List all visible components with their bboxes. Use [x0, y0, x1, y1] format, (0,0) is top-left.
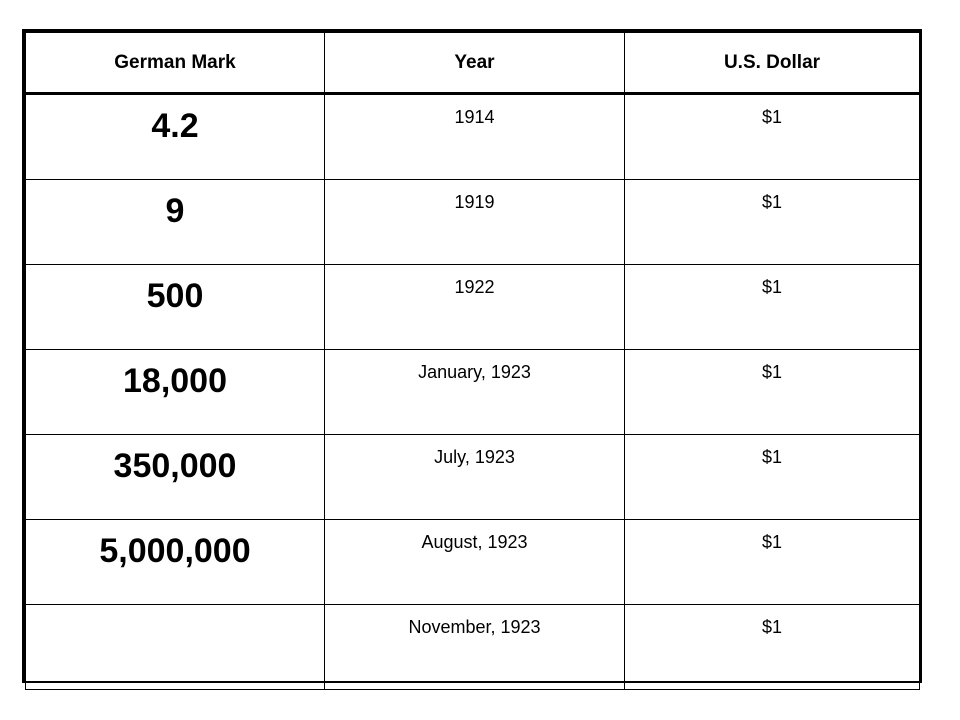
table-row: 350,000 July, 1923 $1 [25, 434, 920, 520]
cell-us-dollar: $1 [624, 93, 920, 180]
cell-year: July, 1923 [324, 434, 625, 520]
year-value: July, 1923 [434, 447, 515, 467]
us-dollar-value: $1 [761, 362, 783, 382]
table-row: 9 1919 $1 [25, 179, 920, 265]
german-mark-value: 5,000,000 [99, 532, 251, 570]
exchange-rate-table: German Mark Year U.S. Dollar 4.2 1914 $1… [25, 32, 920, 690]
table-row: 5,000,000 August, 1923 $1 [25, 519, 920, 605]
cell-us-dollar: $1 [624, 604, 920, 690]
table-row: 4.2 1914 $1 [25, 93, 920, 180]
cell-us-dollar: $1 [624, 349, 920, 435]
cell-year: 1919 [324, 179, 625, 265]
german-mark-value: 350,000 [113, 447, 237, 485]
german-mark-value: 4.2 [151, 107, 199, 145]
header-german-mark: German Mark [25, 32, 325, 95]
table-row: 500 1922 $1 [25, 264, 920, 350]
cell-year: August, 1923 [324, 519, 625, 605]
cell-us-dollar: $1 [624, 264, 920, 350]
cell-german-mark: 18,000 [25, 349, 325, 435]
year-value: 1922 [454, 277, 495, 297]
cell-us-dollar: $1 [624, 179, 920, 265]
table-row: November, 1923 $1 [25, 604, 920, 690]
year-value: January, 1923 [418, 362, 531, 382]
header-year: Year [324, 32, 625, 95]
year-value: 1914 [454, 107, 495, 127]
cell-us-dollar: $1 [624, 434, 920, 520]
german-mark-value: 9 [165, 192, 185, 230]
exchange-rate-table-frame: German Mark Year U.S. Dollar 4.2 1914 $1… [22, 29, 922, 690]
us-dollar-value: $1 [761, 447, 783, 467]
cell-year: 1914 [324, 93, 625, 180]
cell-german-mark: 9 [25, 179, 325, 265]
table-row: 18,000 January, 1923 $1 [25, 349, 920, 435]
cell-german-mark: 4.2 [25, 93, 325, 180]
cell-year: 1922 [324, 264, 625, 350]
cell-year: January, 1923 [324, 349, 625, 435]
year-value: 1919 [454, 192, 495, 212]
cell-german-mark [25, 604, 325, 690]
header-us-dollar: U.S. Dollar [624, 32, 920, 95]
year-value: November, 1923 [408, 617, 541, 637]
us-dollar-value: $1 [761, 532, 783, 552]
us-dollar-value: $1 [761, 277, 783, 297]
german-mark-value: 18,000 [123, 362, 227, 400]
german-mark-value [26, 605, 324, 617]
table-header-row: German Mark Year U.S. Dollar [25, 32, 920, 95]
us-dollar-value: $1 [761, 192, 783, 212]
us-dollar-value: $1 [761, 617, 783, 637]
german-mark-value: 500 [146, 277, 204, 315]
cell-us-dollar: $1 [624, 519, 920, 605]
cell-german-mark: 350,000 [25, 434, 325, 520]
year-value: August, 1923 [421, 532, 528, 552]
cell-year: November, 1923 [324, 604, 625, 690]
cell-german-mark: 500 [25, 264, 325, 350]
cell-german-mark: 5,000,000 [25, 519, 325, 605]
us-dollar-value: $1 [761, 107, 783, 127]
